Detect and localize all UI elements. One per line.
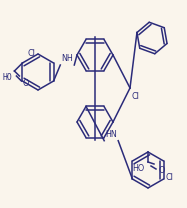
Text: O: O xyxy=(159,166,165,175)
Text: O: O xyxy=(22,79,29,88)
Text: HO: HO xyxy=(3,73,12,82)
Text: Cl: Cl xyxy=(132,92,140,101)
Text: NH: NH xyxy=(61,54,73,63)
Text: HN: HN xyxy=(105,130,117,139)
Text: Cl: Cl xyxy=(27,50,35,58)
Text: Cl: Cl xyxy=(165,172,174,182)
Text: HO: HO xyxy=(133,164,145,173)
